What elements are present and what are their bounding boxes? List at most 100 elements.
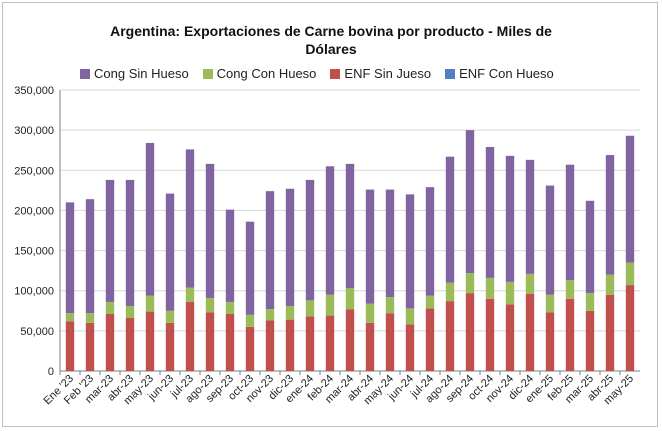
bar-segment	[245, 221, 255, 315]
bar-segment	[585, 293, 595, 311]
bar-segment	[225, 313, 235, 371]
bar-segment	[325, 166, 335, 295]
bar-segment	[145, 311, 155, 371]
bar-segment	[205, 312, 215, 371]
bar-segment	[205, 163, 215, 298]
bar-segment	[525, 159, 535, 274]
bar-segment	[65, 321, 75, 371]
bar-segment	[625, 262, 635, 286]
bar-segment	[265, 309, 275, 321]
bar-segment	[445, 156, 455, 283]
chart-title-line-2: Dólares	[305, 41, 357, 57]
bar-segment	[125, 318, 135, 371]
bar-segment	[605, 274, 615, 295]
bar-segment	[105, 301, 115, 314]
bar-segment	[485, 147, 495, 278]
bar-segment	[605, 294, 615, 371]
bar-segment	[425, 187, 435, 296]
legend-item-cong-sin-hueso: Cong Sin Hueso	[80, 66, 189, 81]
legend-label: Cong Con Hueso	[216, 66, 317, 81]
bar-segment	[405, 324, 415, 371]
bar-segment	[585, 200, 595, 294]
bar-segment	[585, 310, 595, 371]
y-tick-label: 100,000	[14, 286, 54, 298]
chart-title-line-1: Argentina: Exportaciones de Carne bovina…	[110, 23, 552, 39]
bar-segment	[565, 298, 575, 371]
legend-swatch	[445, 68, 456, 79]
bar-segment	[85, 199, 95, 314]
bar-segment	[245, 326, 255, 371]
chart-frame	[2, 2, 658, 427]
bar-segment	[245, 314, 255, 327]
bar-segment	[385, 313, 395, 371]
legend-label: ENF Con Hueso	[459, 66, 554, 81]
legend-item-enf-sin-jueso: ENF Sin Jueso	[330, 66, 431, 81]
bar-segment	[285, 305, 295, 320]
bar-segment	[225, 301, 235, 314]
bar-segment	[345, 309, 355, 371]
y-tick-label: 300,000	[14, 125, 54, 137]
bar-segment	[225, 209, 235, 302]
bar-segment	[485, 298, 495, 371]
bar-segment	[365, 322, 375, 371]
bar-segment	[385, 189, 395, 298]
bar-segment	[405, 308, 415, 325]
bar-segment	[505, 304, 515, 371]
bar-segment	[425, 295, 435, 309]
bar-segment	[165, 322, 175, 371]
y-tick-label: 250,000	[14, 165, 54, 177]
bar-segment	[65, 202, 75, 314]
bar-segment	[605, 155, 615, 275]
bar-segment	[285, 319, 295, 371]
legend: Cong Sin Hueso Cong Con Hueso ENF Sin Ju…	[80, 66, 554, 81]
bar-segment	[445, 282, 455, 302]
bar-segment	[65, 313, 75, 322]
bar-segment	[165, 193, 175, 311]
bar-segment	[105, 179, 115, 302]
bar-segment	[325, 294, 335, 316]
bar-segment	[125, 179, 135, 306]
y-tick-label: 50,000	[20, 326, 54, 338]
bar-segment	[505, 281, 515, 305]
legend-swatch	[80, 68, 90, 79]
bar-segment	[305, 300, 315, 317]
legend-item-cong-con-hueso: Cong Con Hueso	[202, 66, 317, 81]
bar-segment	[625, 285, 635, 371]
bar-segment	[405, 194, 415, 309]
bar-segment	[465, 130, 475, 274]
bar-segment	[345, 288, 355, 310]
bar-segment	[345, 163, 355, 289]
bar-segment	[325, 315, 335, 371]
bar-segment	[125, 305, 135, 319]
bar-segment	[385, 297, 395, 314]
bar-segment	[85, 313, 95, 323]
bar-segment	[365, 303, 375, 323]
y-tick-label: 150,000	[14, 246, 54, 258]
bar-segment	[305, 179, 315, 301]
bar-segment	[185, 287, 195, 302]
bar-segment	[85, 322, 95, 371]
bar-segment	[525, 273, 535, 294]
bar-segment	[465, 273, 475, 294]
bar-segment	[545, 185, 555, 295]
bar-segment	[565, 280, 575, 299]
bar-segment	[105, 313, 115, 371]
bar-segment	[505, 155, 515, 282]
y-tick-label: 200,000	[14, 205, 54, 217]
bar-segment	[145, 142, 155, 296]
y-tick-label: 0	[48, 366, 54, 378]
legend-swatch	[202, 68, 213, 79]
bar-segment	[185, 301, 195, 371]
y-tick-label: 350,000	[14, 85, 54, 97]
bar-segment	[625, 135, 635, 263]
bar-segment	[205, 297, 215, 313]
bar-segment	[265, 191, 275, 310]
bar-segment	[185, 149, 195, 288]
legend-swatch	[330, 68, 341, 79]
legend-item-enf-con-hueso: ENF Con Hueso	[445, 66, 554, 81]
bar-segment	[565, 164, 575, 281]
bar-segment	[445, 301, 455, 371]
bar-segment	[425, 308, 435, 371]
bar-segment	[465, 293, 475, 371]
